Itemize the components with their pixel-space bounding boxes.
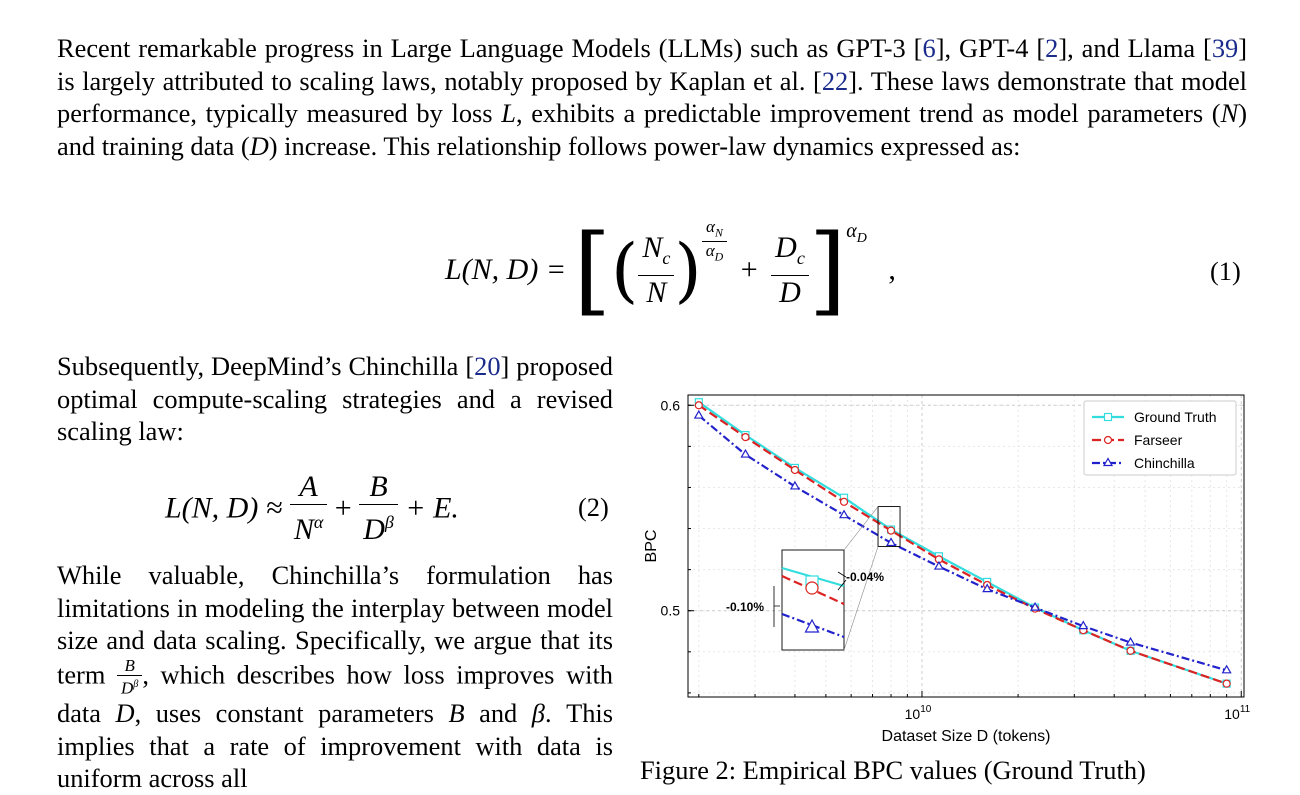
intro-text: ]. These laws demonstrate that model per… [57, 65, 1247, 129]
intro-text: ] is largely attributed to scaling laws,… [57, 33, 1247, 96]
equation-lhs: L(N, D) ≈ [165, 491, 283, 525]
data-point [838, 509, 850, 519]
citation-link[interactable]: 20 [474, 351, 501, 381]
comma: , [888, 253, 896, 286]
legend-label: Farseer [1134, 432, 1183, 448]
data-point [886, 526, 896, 535]
legend-marker [1102, 457, 1114, 467]
math-symbol: B [448, 698, 465, 729]
data-point [982, 583, 993, 593]
y-tick-label: 0.5 [661, 603, 681, 619]
x-tick-label: 1011 [1224, 704, 1250, 722]
figure-2: 0.5 0.6 1010 1011 -0.04% -0.10% Ground Truth… [630, 390, 1251, 772]
plus-sign: + [334, 491, 352, 525]
data-point [1222, 679, 1231, 688]
zoom-connector [843, 506, 879, 551]
citation-link[interactable]: 39 [1211, 33, 1239, 63]
body-text: While valuable, Chinchilla’s formulation… [57, 560, 613, 689]
citation-link[interactable]: 6 [922, 33, 936, 63]
intro-text: ], and Llama [ [1058, 33, 1212, 63]
left-bracket: [ [573, 214, 612, 326]
zoom-source-box [877, 506, 901, 548]
citation-link[interactable]: 2 [1045, 33, 1059, 63]
equation-lhs: L(N, D) = [445, 253, 567, 286]
math-symbol: L [501, 98, 516, 128]
outer-exponent: αD [846, 220, 867, 246]
body-text: ] proposed optimal compute-scaling strat… [57, 351, 613, 446]
data-point [1221, 664, 1232, 674]
body-text: Subsequently, DeepMind’s Chinchilla [ [57, 351, 475, 381]
plot-frame [687, 394, 1245, 698]
plus-sign: + [740, 253, 758, 286]
series-layer [693, 398, 1232, 688]
data-point [789, 480, 800, 490]
intro-paragraph: Recent remarkable progress in Large Lang… [57, 32, 1247, 162]
left-paren: ( [611, 229, 639, 311]
inset-data-point [804, 618, 820, 633]
body-text: , which describes how loss improves with… [57, 658, 613, 729]
data-point [790, 465, 800, 475]
y-tick-label: 0.6 [661, 397, 681, 413]
series-line [698, 404, 1228, 685]
legend-marker [1103, 435, 1113, 445]
legend-marker [1103, 412, 1113, 422]
data-point [933, 560, 944, 570]
data-point [886, 537, 897, 547]
data-point [741, 433, 750, 442]
data-point [1030, 601, 1041, 611]
legend-label: Chinchilla [1134, 455, 1195, 471]
inset-data-point [805, 581, 819, 595]
fraction-b-d: B Dβ [359, 470, 398, 547]
intro-text: ], GPT-4 [ [935, 33, 1046, 63]
annotation-bracket [773, 586, 780, 627]
annotation-bracket [837, 571, 847, 591]
math-symbol: β [531, 698, 545, 729]
ticks-layer: 0.5 0.6 1010 1011 [661, 397, 1251, 722]
figure-caption: Figure 2: Empirical BPC values (Ground T… [640, 755, 1146, 785]
fraction-nc-n: Nc N [638, 231, 675, 310]
math-symbol: N [1220, 98, 1239, 128]
inner-exponent: αN αD [701, 218, 728, 266]
series-chinchilla [693, 409, 1232, 674]
legend: Ground Truth Farseer Chinchilla [1083, 400, 1237, 476]
intro-text: Recent remarkable progress in Large Lang… [57, 33, 923, 63]
data-point [839, 497, 849, 506]
fraction-a-n: A Nα [289, 470, 328, 547]
y-axis-label: BPC [643, 530, 660, 563]
intro-text: ) increase. This relationship follows po… [268, 130, 1021, 161]
data-point [694, 401, 703, 410]
equation-2-number: (2) [578, 492, 609, 522]
equation-tail: + E. [405, 491, 459, 525]
data-point [1125, 636, 1136, 646]
bpc-chart: 0.5 0.6 1010 1011 -0.04% -0.10% Ground Truth… [643, 394, 1251, 745]
citation-link[interactable]: 22 [821, 65, 849, 96]
math-symbol: D [249, 130, 269, 161]
annotation-label: -0.04% [846, 570, 884, 584]
data-point [740, 448, 751, 458]
inline-fraction-b-over-d-beta: B Dβ [116, 656, 143, 698]
legend-box [1083, 400, 1237, 476]
math-symbol: D [115, 698, 135, 729]
left-column-paragraph-1: Subsequently, DeepMind’s Chinchilla [20]… [57, 350, 613, 448]
fraction-dc-d: Dc D [771, 231, 809, 310]
left-column-paragraph-2: While valuable, Chinchilla’s formulation… [57, 559, 613, 795]
intro-text: , exhibits a predictable improvement tre… [515, 98, 1221, 128]
equation-1: L(N, D) = [(Nc N) αN αD + Dc D]αD , [445, 218, 896, 322]
equation-1-number: (1) [1210, 256, 1241, 286]
annotation-label: -0.10% [726, 600, 764, 614]
data-point [1078, 620, 1089, 630]
right-bracket: ] [808, 214, 847, 326]
zoom-connector [843, 546, 879, 651]
data-point [693, 409, 704, 419]
right-paren: ) [674, 229, 702, 311]
body-text: and [464, 698, 532, 729]
zoom-inset: -0.04% -0.10% [726, 506, 901, 651]
equation-2: L(N, D) ≈ A Nα + B Dβ + E. [165, 470, 459, 547]
x-tick-label: 1010 [905, 704, 932, 722]
legend-label: Ground Truth [1134, 409, 1217, 425]
intro-text: ) and training data ( [57, 98, 1247, 161]
x-axis-label: Dataset Size D (tokens) [882, 728, 1051, 745]
data-point [1126, 646, 1135, 655]
body-text: , uses constant parameters [134, 698, 449, 729]
